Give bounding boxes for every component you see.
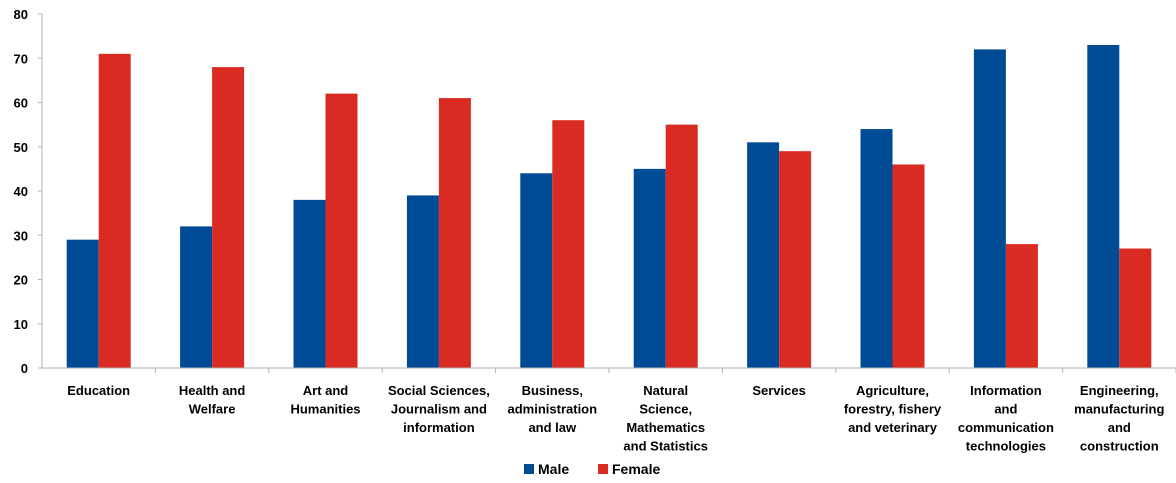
x-tick-label-line: Science, <box>639 402 692 417</box>
x-tick-label-line: Mathematics <box>626 420 705 435</box>
bar-male <box>973 49 1006 369</box>
y-tick-label: 0 <box>21 361 28 376</box>
x-tick-label-line: Social Sciences, <box>388 383 490 398</box>
x-tick-label: Engineering, manufacturing and construction <box>1074 383 1164 454</box>
y-tick-label: 70 <box>14 51 28 66</box>
bar-female <box>212 67 245 368</box>
y-tick-label: 10 <box>14 317 28 332</box>
x-tick-label-line: Business, <box>522 383 583 398</box>
legend: Male Female <box>524 461 660 477</box>
y-tick-label: 60 <box>14 96 28 111</box>
x-tick-label-line: technologies <box>966 439 1046 454</box>
x-axis-labels: Education Health and Welfare Art and Humanit… <box>67 383 1164 454</box>
x-tick-label-line: Agriculture, <box>856 383 929 398</box>
bar-female <box>325 93 358 369</box>
bar-female <box>98 53 131 368</box>
bar-female <box>892 164 925 368</box>
y-tick-label: 40 <box>14 184 28 199</box>
x-tick-label: Business, administration and law <box>508 383 598 435</box>
legend-swatch-male <box>524 464 534 474</box>
legend-swatch-female <box>598 464 608 474</box>
x-tick-label-line: information <box>403 420 475 435</box>
bar-male <box>747 142 780 368</box>
y-tick-label: 50 <box>14 140 28 155</box>
x-tick-label-line: and <box>994 402 1017 417</box>
x-tick-label: Education <box>67 383 130 398</box>
x-tick-label-line: and law <box>528 420 577 435</box>
bar-male <box>860 129 893 368</box>
bar-male <box>293 199 326 368</box>
x-tick-label: Services <box>752 383 806 398</box>
x-tick-label-line: Natural <box>643 383 688 398</box>
x-tick-label-line: administration <box>508 402 598 417</box>
x-tick-label-line: and veterinary <box>848 420 938 435</box>
x-tick-label-line: construction <box>1080 439 1159 454</box>
x-tick-label-line: forestry, fishery <box>844 402 942 417</box>
bar-male <box>180 226 213 368</box>
bar-male <box>1087 44 1120 368</box>
x-tick-label-line: Health and <box>179 383 246 398</box>
bar-female <box>1119 248 1152 368</box>
x-tick-label-line: Humanities <box>290 402 360 417</box>
x-tick-label-line: Welfare <box>189 402 236 417</box>
x-tick-label: Health and Welfare <box>179 383 246 417</box>
x-tick-label-line: and Statistics <box>623 439 708 454</box>
x-tick-label-line: Information <box>970 383 1042 398</box>
bar-male <box>66 239 99 368</box>
x-tick-label-line: communication <box>958 420 1054 435</box>
x-tick-label-line: Services <box>752 383 806 398</box>
bar-female <box>779 151 812 368</box>
bar-female <box>1005 244 1038 368</box>
x-tick-label-line: and <box>1108 420 1131 435</box>
legend-label-female: Female <box>612 461 660 477</box>
x-tick-label: Art and Humanities <box>290 383 360 417</box>
x-tick-label-line: Journalism and <box>391 402 487 417</box>
bar-male <box>520 173 553 368</box>
bar-female <box>552 120 585 368</box>
x-tick-label-line: manufacturing <box>1074 402 1164 417</box>
x-tick-label-line: Education <box>67 383 130 398</box>
x-tick-label-line: Engineering, <box>1080 383 1159 398</box>
bars <box>66 44 1152 369</box>
y-tick-label: 80 <box>14 7 28 22</box>
x-axis <box>42 367 1176 373</box>
x-tick-label: Natural Science, Mathematics and Statistics <box>623 383 708 454</box>
x-tick-label: Agriculture, forestry, fishery and veterin… <box>844 383 942 435</box>
bar-male <box>633 168 666 368</box>
legend-label-male: Male <box>538 461 569 477</box>
x-tick-label-line: Art and <box>303 383 349 398</box>
x-tick-label: Information and communication technologies <box>958 383 1054 454</box>
y-tick-label: 30 <box>14 228 28 243</box>
y-tick-label: 20 <box>14 273 28 288</box>
y-axis: 0 10 20 30 40 50 60 70 80 <box>14 7 43 376</box>
bar-male <box>406 195 439 368</box>
bar-female <box>665 124 698 368</box>
x-tick-label: Social Sciences, Journalism and informatio… <box>388 383 490 435</box>
bar-female <box>438 98 471 368</box>
